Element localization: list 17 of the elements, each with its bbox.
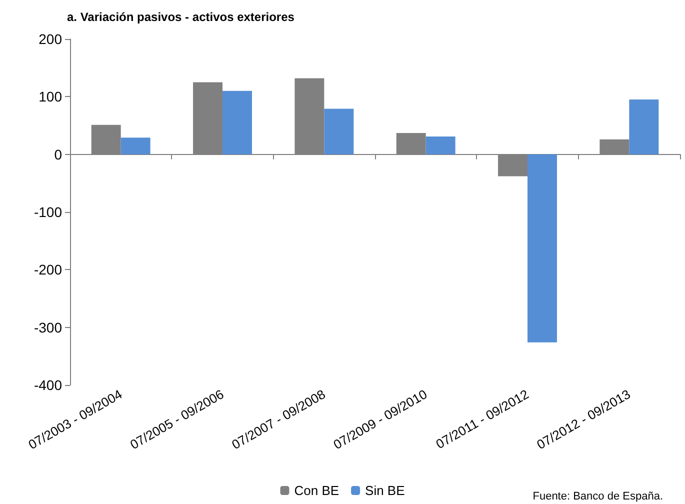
bar (222, 90, 252, 154)
y-tick-label: -300 (34, 319, 62, 336)
bar (528, 154, 557, 342)
bar (324, 108, 354, 154)
legend-label: Con BE (294, 483, 340, 498)
chart-title: a. Variación pasivos - activos exteriores (67, 10, 295, 24)
source-note: Fuente: Banco de España. (532, 490, 664, 502)
bar (426, 136, 456, 154)
y-tick-label: -100 (34, 204, 62, 220)
legend-label: Sin BE (365, 483, 406, 498)
y-tick-label: -200 (34, 262, 62, 278)
bar (629, 100, 659, 154)
bar (120, 138, 150, 154)
y-tick-label: 100 (38, 88, 62, 105)
y-tick-label: 200 (38, 31, 62, 47)
y-tick-label: 0 (54, 146, 62, 162)
y-tick-label: -400 (34, 377, 62, 393)
